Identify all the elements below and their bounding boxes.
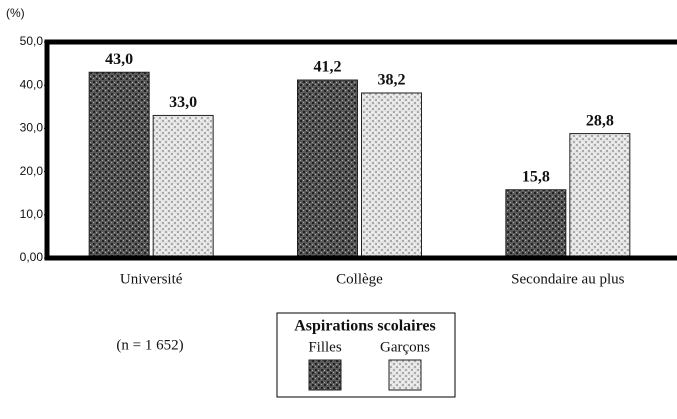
value-label: 43,0 bbox=[105, 51, 133, 68]
legend-label: Filles bbox=[308, 339, 342, 355]
value-label: 15,8 bbox=[522, 168, 550, 185]
y-tick-label: 50,0 bbox=[20, 34, 44, 48]
x-tick-label: Université bbox=[120, 271, 183, 287]
y-tick-label: 40,0 bbox=[20, 77, 44, 91]
x-axis-label: Aspirations scolaires bbox=[294, 318, 435, 335]
bar bbox=[297, 79, 358, 259]
value-label: 33,0 bbox=[169, 94, 197, 111]
value-label: 38,2 bbox=[378, 72, 406, 89]
value-label: 28,8 bbox=[586, 112, 614, 129]
plot-frame bbox=[44, 39, 677, 261]
legend-label: Garçons bbox=[380, 339, 430, 355]
y-unit: (%) bbox=[6, 6, 25, 20]
annotation: (n = 1 652) bbox=[116, 337, 183, 353]
bar bbox=[361, 92, 422, 259]
value-label: 41,2 bbox=[314, 59, 342, 76]
x-tick-label: Secondaire au plus bbox=[511, 271, 624, 287]
y-tick-label: 20,0 bbox=[20, 164, 44, 178]
y-tick-label: 0,00 bbox=[20, 250, 44, 264]
bar bbox=[152, 114, 214, 259]
legend-box bbox=[276, 312, 456, 398]
y-tick-label: 10,0 bbox=[20, 207, 44, 221]
legend-swatch bbox=[388, 359, 422, 391]
bar bbox=[505, 189, 567, 259]
legend-swatch bbox=[308, 359, 342, 391]
y-tick-label: 30,0 bbox=[20, 121, 44, 135]
x-tick-label: Collège bbox=[336, 271, 383, 287]
bar bbox=[569, 133, 631, 259]
bar bbox=[88, 71, 150, 259]
